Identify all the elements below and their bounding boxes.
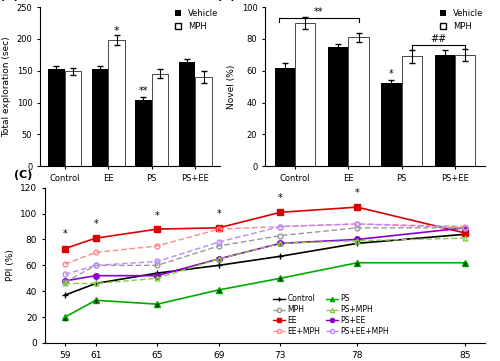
- Bar: [382, 83, 402, 166]
- Bar: [455, 55, 475, 166]
- Text: (C): (C): [14, 170, 32, 180]
- Text: *: *: [355, 262, 360, 272]
- Bar: [64, 71, 82, 166]
- Legend: Control, MPH, EE, EE+MPH, PS, PS+MPH, PS+EE, PS+EE+MPH: Control, MPH, EE, EE+MPH, PS, PS+MPH, PS…: [270, 291, 392, 339]
- Text: *: *: [94, 299, 98, 309]
- Text: (B): (B): [216, 0, 235, 1]
- Bar: [328, 47, 348, 166]
- Text: *: *: [278, 193, 283, 203]
- Text: ##: ##: [430, 34, 446, 44]
- Bar: [402, 56, 422, 166]
- Bar: [275, 68, 295, 166]
- Y-axis label: PPI (%): PPI (%): [6, 249, 15, 281]
- Bar: [152, 74, 168, 166]
- Text: *: *: [114, 26, 119, 36]
- Text: *: *: [155, 303, 160, 313]
- Text: *: *: [216, 289, 221, 299]
- Bar: [295, 23, 316, 166]
- Bar: [196, 77, 212, 166]
- Text: *: *: [94, 219, 98, 229]
- Text: *: *: [62, 230, 68, 239]
- Bar: [135, 100, 152, 166]
- Text: *: *: [389, 69, 394, 79]
- Text: *: *: [62, 317, 68, 327]
- Bar: [348, 38, 368, 166]
- Bar: [92, 69, 108, 166]
- Y-axis label: Total exploration (sec): Total exploration (sec): [2, 36, 11, 137]
- Bar: [178, 62, 196, 166]
- Text: *: *: [155, 211, 160, 221]
- Text: *: *: [462, 262, 468, 272]
- Legend: Vehicle, MPH: Vehicle, MPH: [174, 9, 218, 31]
- Text: **: **: [138, 86, 148, 96]
- Text: *: *: [278, 277, 283, 287]
- Bar: [48, 69, 64, 166]
- Y-axis label: Novel (%): Novel (%): [227, 65, 236, 109]
- Bar: [108, 40, 125, 166]
- Text: (A): (A): [0, 0, 20, 1]
- Legend: Vehicle, MPH: Vehicle, MPH: [440, 9, 484, 31]
- Text: **: **: [314, 7, 324, 17]
- Bar: [434, 55, 455, 166]
- Text: *: *: [216, 209, 221, 219]
- Text: *: *: [355, 188, 360, 198]
